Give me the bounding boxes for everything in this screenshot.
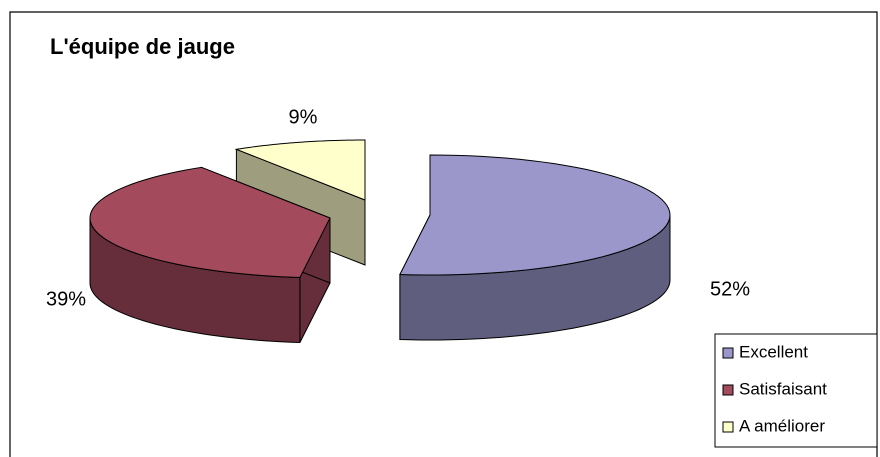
legend — [714, 333, 878, 448]
pie-slice — [89, 166, 331, 344]
slice-top — [89, 166, 331, 279]
legend-label: Satisfaisant — [739, 379, 827, 398]
pie-slice — [399, 154, 671, 341]
data-label: 39% — [46, 288, 86, 310]
legend-swatch — [722, 384, 734, 396]
data-label: 52% — [710, 278, 750, 300]
data-label: 9% — [289, 106, 318, 128]
legend-label: A améliorer — [739, 416, 825, 435]
legend-swatch — [722, 347, 734, 359]
slice-top — [399, 154, 671, 276]
chart-frame — [9, 11, 878, 457]
legend-label: Excellent — [739, 342, 808, 361]
chart-title: L'équipe de jauge — [50, 34, 235, 59]
legend-swatch — [722, 421, 734, 433]
slice-top — [234, 139, 366, 201]
